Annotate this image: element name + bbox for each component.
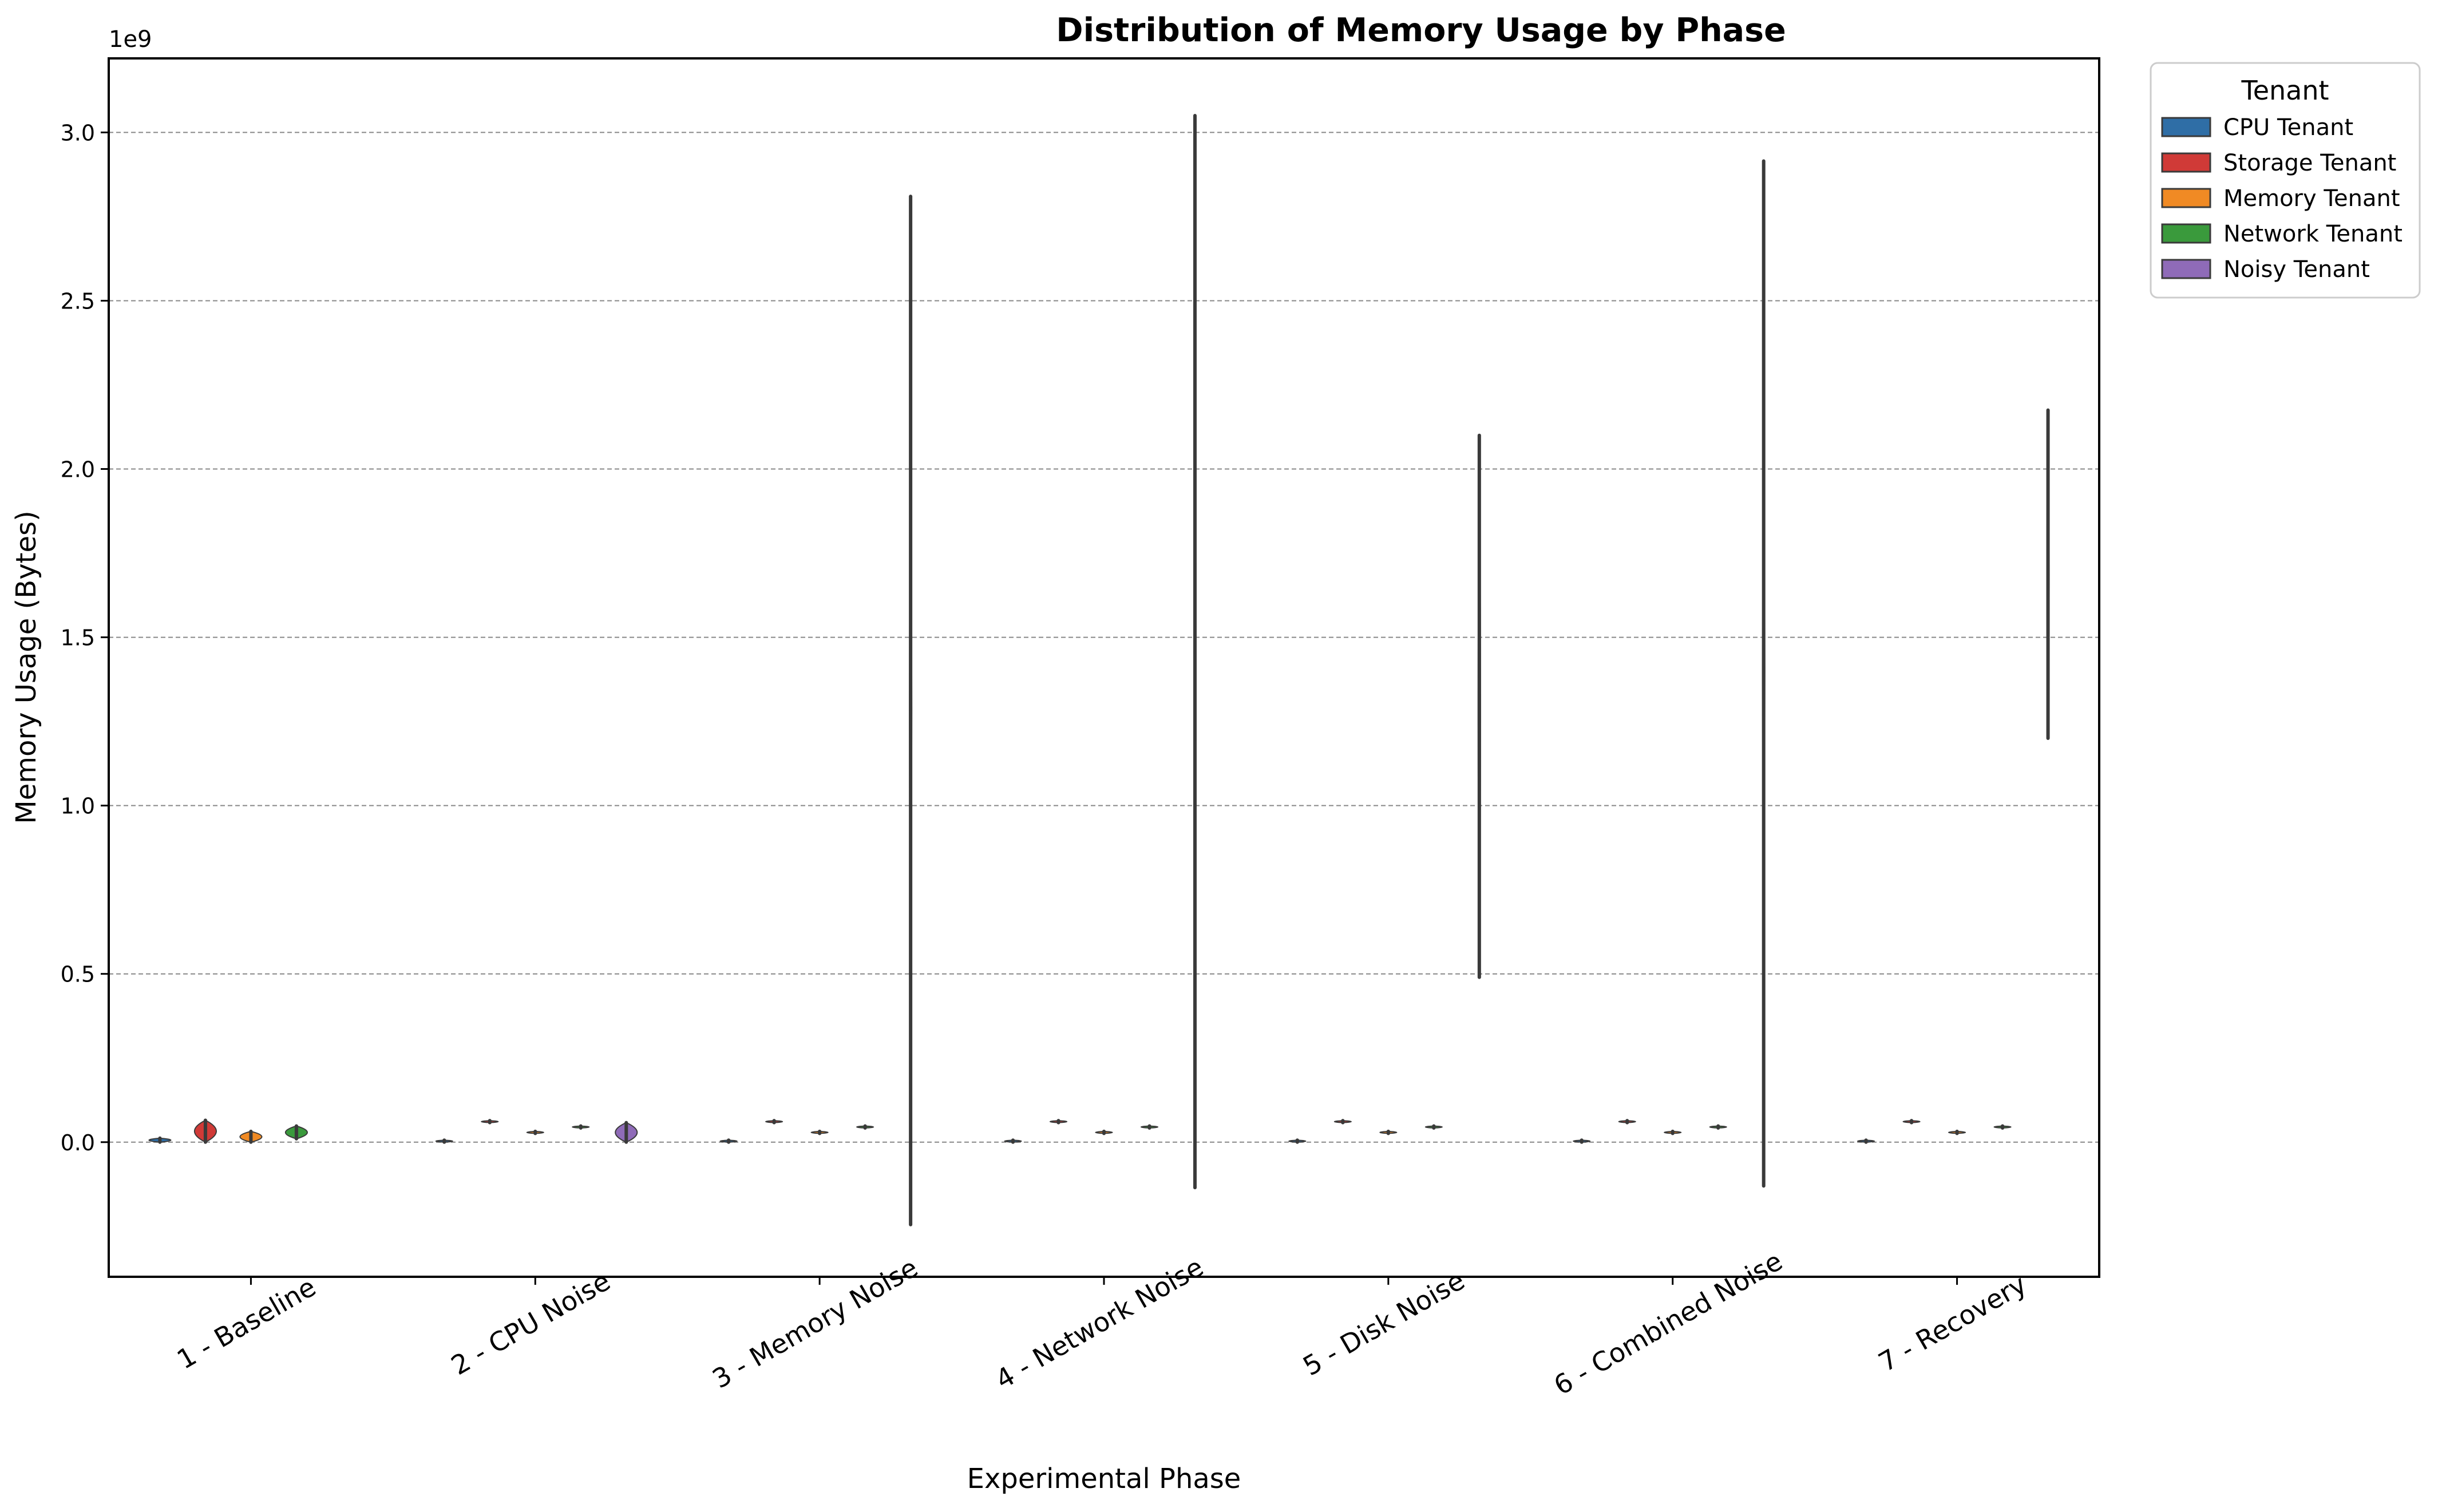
legend-entries: CPU Tenant Storage Tenant Memory Tenant Net… [2161, 114, 2403, 283]
y-tick-label: 1.5 [61, 626, 95, 651]
y-tick-label: 0.5 [61, 962, 95, 987]
legend-entry-label: CPU Tenant [2223, 114, 2353, 141]
x-axis-label: Experimental Phase [967, 1463, 1241, 1495]
legend-entry-label: Noisy Tenant [2223, 256, 2370, 283]
legend-entry-label: Storage Tenant [2223, 150, 2396, 176]
y-tick-label: 3.0 [61, 120, 95, 145]
y-tick-label: 2.5 [61, 288, 95, 314]
y-axis-label: Memory Usage (Bytes) [10, 510, 42, 824]
y-tick-label: 2.0 [61, 457, 95, 482]
legend-entry-label: Memory Tenant [2223, 185, 2400, 212]
legend: Tenant CPU Tenant Storage Tenant Memory Te… [2150, 62, 2421, 299]
violin-series [148, 113, 2050, 1226]
y-tick-label: 1.0 [61, 794, 95, 819]
legend-box [2150, 62, 2421, 299]
legend-swatch [2161, 152, 2211, 173]
legend-swatch [2161, 223, 2211, 244]
chart-title: Distribution of Memory Usage by Phase [1056, 11, 1786, 49]
legend-entry-label: Network Tenant [2223, 221, 2403, 247]
legend-swatch [2161, 117, 2211, 137]
legend-swatch [2161, 259, 2211, 279]
legend-swatch [2161, 188, 2211, 208]
y-offset-label: 1e9 [109, 26, 152, 53]
y-axis-ticks: 0.0 0.5 1.0 1.5 2.0 2.5 3.0 [61, 120, 109, 1155]
y-tick-label: 0.0 [61, 1130, 95, 1155]
legend-title: Tenant [2241, 75, 2329, 106]
